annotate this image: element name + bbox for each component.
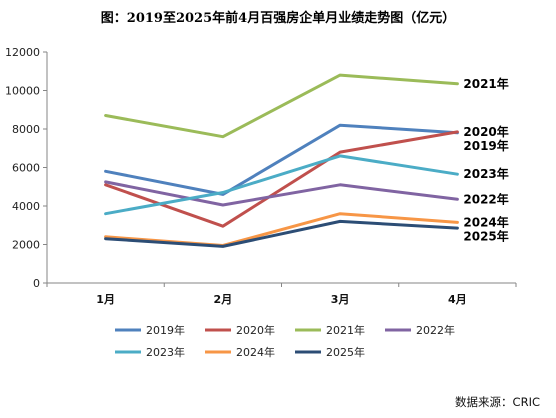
series-line-2022年 bbox=[104, 180, 459, 207]
series-line-2023年 bbox=[104, 154, 459, 216]
series-end-label: 2025年 bbox=[463, 228, 508, 243]
source-note: 数据来源：CRIC bbox=[455, 395, 540, 409]
x-tick-label: 1月 bbox=[96, 293, 115, 306]
y-tick-label: 12000 bbox=[5, 46, 40, 59]
x-tick-label: 2月 bbox=[214, 293, 233, 306]
y-tick-label: 8000 bbox=[12, 123, 40, 136]
legend-label: 2022年 bbox=[416, 323, 455, 337]
y-tick-label: 6000 bbox=[12, 162, 40, 175]
series-end-label: 2022年 bbox=[463, 191, 508, 206]
legend-label: 2019年 bbox=[146, 323, 185, 337]
y-tick-label: 10000 bbox=[5, 85, 40, 98]
series-end-label: 2019年 bbox=[463, 138, 508, 153]
axes: 0 2000 4000 6000 8000 10000 12000 1月 2月 3月 4月 bbox=[5, 46, 517, 306]
series-line-2025年 bbox=[104, 219, 459, 248]
legend-label: 2024年 bbox=[236, 345, 275, 359]
series-line-2021年 bbox=[104, 73, 459, 139]
chart-title: 图：2019至2025年前4月百强房企单月业绩走势图（亿元） bbox=[101, 10, 455, 26]
x-tick-label: 4月 bbox=[448, 293, 467, 306]
legend-label: 2025年 bbox=[326, 345, 365, 359]
y-tick-label: 0 bbox=[33, 277, 40, 290]
legend-label: 2023年 bbox=[146, 345, 185, 359]
legend-label: 2021年 bbox=[326, 323, 365, 337]
y-tick-label: 2000 bbox=[12, 239, 40, 252]
series-line-2020年 bbox=[104, 130, 459, 228]
x-tick-label: 3月 bbox=[331, 293, 350, 306]
series-end-label: 2020年 bbox=[463, 124, 508, 139]
series-end-label: 2023年 bbox=[463, 166, 508, 181]
series-line-2019年 bbox=[104, 123, 459, 196]
legend: 2019年 2020年 2021年 2022年 2023年 2024年 2025年 bbox=[115, 323, 455, 359]
series-end-label: 2021年 bbox=[463, 76, 508, 91]
series-end-label: 2024年 bbox=[463, 214, 508, 229]
y-tick-label: 4000 bbox=[12, 200, 40, 213]
legend-label: 2020年 bbox=[236, 323, 275, 337]
